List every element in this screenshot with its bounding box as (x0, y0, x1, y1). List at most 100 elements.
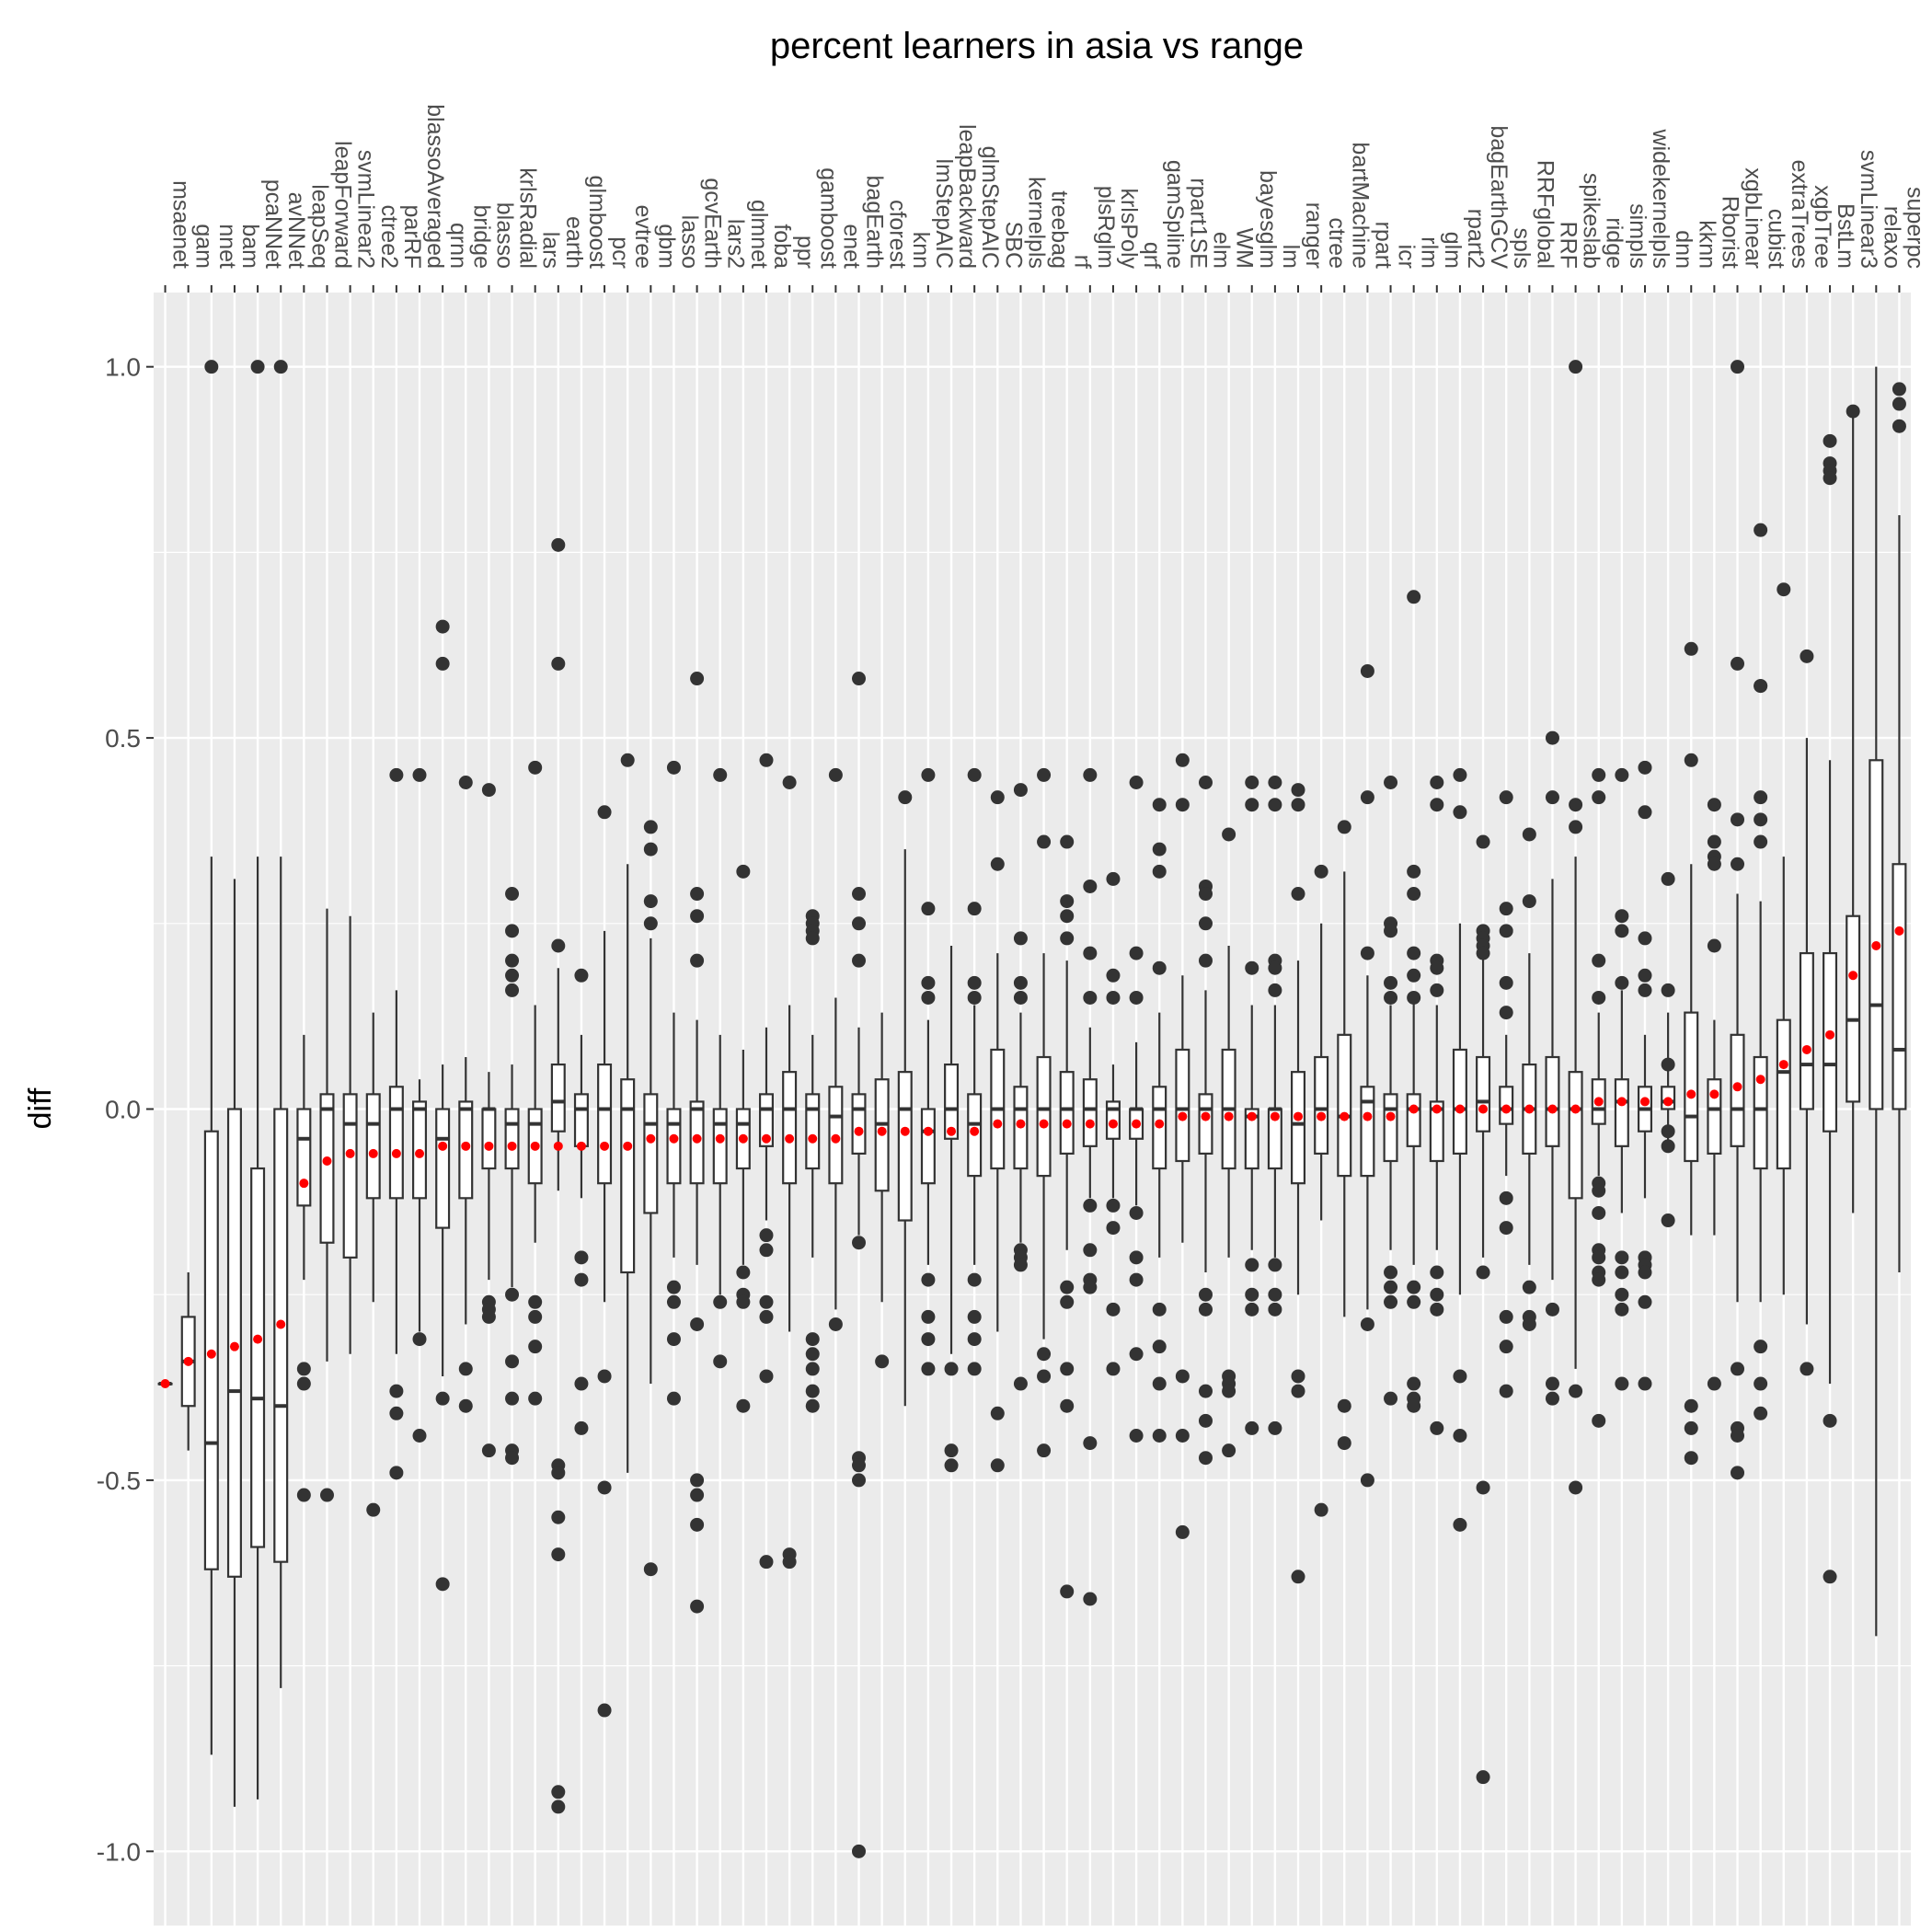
x-tick-label: widekernelpls (1648, 129, 1673, 269)
outlier-point (319, 1488, 334, 1502)
x-tick-label: bridge (468, 205, 494, 270)
outlier-point (1638, 1376, 1652, 1391)
mean-point (1363, 1111, 1373, 1121)
outlier-point (1060, 1280, 1075, 1294)
outlier-point (759, 1369, 774, 1384)
outlier-point (1823, 1570, 1837, 1584)
outlier-point (944, 1443, 959, 1458)
box-group (597, 805, 613, 1718)
outlier-point (1175, 1369, 1190, 1384)
x-tick-label: knn (908, 232, 934, 269)
outlier-point (1037, 1369, 1052, 1384)
box-group (689, 672, 705, 1614)
box-group (1383, 776, 1398, 1406)
outlier-point (1268, 1420, 1282, 1435)
outlier-point (1499, 1006, 1513, 1020)
mean-point (1155, 1119, 1165, 1129)
mean-point (553, 1141, 563, 1151)
box-group (782, 776, 798, 1570)
x-tick-label: relaxo (1879, 206, 1904, 269)
outlier-point (759, 1309, 774, 1324)
outlier-point (1823, 433, 1837, 448)
outlier-point (1037, 834, 1052, 849)
outlier-point (990, 857, 1005, 871)
outlier-point (1013, 975, 1028, 990)
box-iqr (1383, 1093, 1398, 1163)
mean-point (1039, 1119, 1049, 1129)
box-iqr (643, 1093, 659, 1214)
x-tick-label: WM (1232, 228, 1258, 269)
outlier-point (1152, 842, 1167, 857)
outlier-point (1337, 1398, 1351, 1413)
outlier-point (1545, 1391, 1559, 1406)
outlier-point (1569, 360, 1583, 374)
outlier-point (1407, 990, 1421, 1005)
outlier-point (1592, 1413, 1606, 1428)
outlier-point (1152, 798, 1167, 812)
box-group (1799, 649, 1814, 1376)
outlier-point (1407, 1376, 1421, 1391)
outlier-point (1314, 1502, 1328, 1517)
outlier-point (1615, 924, 1629, 938)
mean-point (206, 1349, 216, 1359)
outlier-point (551, 537, 566, 552)
box-iqr (1823, 951, 1838, 1133)
outlier-point (1731, 1429, 1745, 1443)
mean-point (1501, 1104, 1512, 1114)
outlier-point (1499, 1384, 1513, 1398)
outlier-point (1684, 641, 1698, 656)
outlier-point (1384, 990, 1398, 1005)
x-tick-label: dnn (1671, 230, 1696, 269)
outlier-point (1569, 820, 1583, 834)
outlier-point (1384, 1391, 1398, 1406)
box-group (180, 1272, 196, 1451)
x-tick-label: rpart1SE (1185, 178, 1211, 269)
outlier-point (666, 1294, 681, 1309)
outlier-point (1129, 946, 1144, 960)
box-iqr (944, 1063, 960, 1140)
mean-point (1639, 1097, 1650, 1107)
outlier-point (1083, 1592, 1098, 1606)
outlier-point (1083, 1280, 1098, 1294)
box-iqr (481, 1108, 497, 1170)
mean-point (345, 1148, 355, 1158)
box-iqr (296, 1108, 312, 1207)
outlier-point (597, 1480, 612, 1495)
x-tick-label: glmStepAIC (977, 146, 1003, 269)
box-group (805, 909, 821, 1413)
outlier-point (1175, 1524, 1190, 1539)
outlier-point (1407, 1294, 1421, 1309)
box-group (203, 360, 219, 1755)
x-tick-label: SBC (1000, 222, 1026, 269)
mean-point (1871, 941, 1881, 950)
mean-point (738, 1133, 748, 1144)
outlier-point (805, 1384, 820, 1398)
outlier-point (1499, 1190, 1513, 1205)
outlier-point (967, 990, 982, 1005)
outlier-point (296, 1362, 311, 1376)
outlier-point (574, 1376, 589, 1391)
outlier-point (690, 1317, 705, 1331)
outlier-point (1707, 1376, 1721, 1391)
y-tick-label: -1.0 (97, 1837, 141, 1866)
box-group (1892, 382, 1907, 1272)
outlier-point (1360, 1473, 1374, 1488)
outlier-point (1846, 404, 1860, 419)
box-group (1360, 663, 1375, 1488)
outlier-point (1453, 1369, 1467, 1384)
outlier-point (1083, 1198, 1098, 1213)
mean-point (160, 1379, 170, 1389)
box-group (1152, 798, 1167, 1443)
box-group (712, 767, 728, 1369)
x-tick-label: nnet (214, 224, 240, 269)
outlier-point (713, 767, 728, 782)
outlier-point (690, 1599, 705, 1614)
x-tick-label: rpart (1370, 222, 1396, 269)
outlier-point (1384, 776, 1398, 789)
x-tick-label: rlm (1417, 236, 1443, 269)
outlier-point (1499, 975, 1513, 990)
mean-point (1386, 1111, 1396, 1121)
outlier-point (1083, 767, 1098, 782)
outlier-point (690, 953, 705, 968)
box-iqr (782, 1071, 798, 1185)
